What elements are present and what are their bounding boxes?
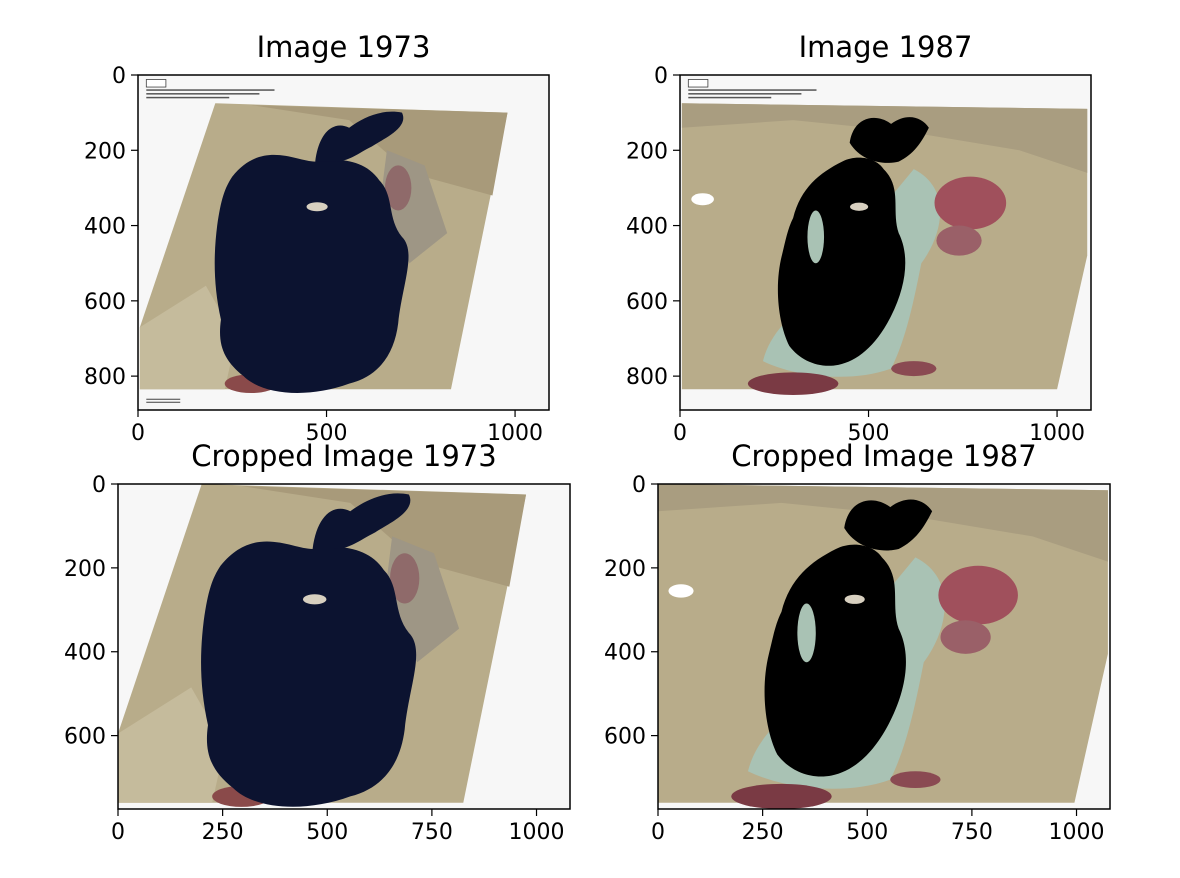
- x-tick-label: 0: [673, 421, 687, 446]
- y-tick-label: 400: [64, 641, 106, 666]
- x-tick-label: 250: [742, 820, 784, 845]
- x-tick-label: 1000: [1029, 421, 1085, 446]
- y-tick-label: 400: [84, 215, 126, 240]
- x-tick-label: 0: [651, 820, 665, 845]
- panel-1: Image 1973 0 500 1000 0 200 400 600 800: [84, 30, 550, 446]
- panel-3: Cropped Image 1973 0 250 500 750 1000 0 200 400 6…: [64, 439, 571, 845]
- x-tick-label: 1000: [1049, 820, 1105, 845]
- satellite-image: [118, 484, 570, 809]
- y-tick-label: 200: [604, 557, 646, 582]
- y-tick-label: 600: [604, 725, 646, 750]
- x-tick-label: 750: [411, 820, 453, 845]
- y-tick-label: 0: [654, 64, 668, 89]
- panel-2: Image 1987 0 500 1000 0 200 400 600 800: [626, 30, 1092, 446]
- panel-title: Image 1987: [799, 30, 973, 64]
- satellite-image: [658, 484, 1110, 809]
- x-tick-label: 500: [848, 421, 890, 446]
- y-tick-label: 600: [64, 725, 106, 750]
- x-tick-label: 250: [202, 820, 244, 845]
- y-tick-label: 200: [626, 139, 668, 164]
- y-tick-label: 600: [626, 290, 668, 315]
- x-tick-label: 500: [306, 820, 348, 845]
- panel-title: Image 1973: [257, 30, 431, 64]
- y-tick-label: 200: [64, 557, 106, 582]
- x-tick-label: 0: [111, 820, 125, 845]
- axes-frame: [137, 74, 550, 411]
- y-tick-label: 600: [84, 290, 126, 315]
- y-tick-label: 0: [632, 473, 646, 498]
- x-tick-label: 1000: [509, 820, 565, 845]
- panel-4: Cropped Image 1987 0 250 500 750 1000 0 200 400 6…: [604, 439, 1111, 845]
- x-tick-label: 1000: [487, 421, 543, 446]
- axes-frame: [117, 483, 571, 810]
- axes-frame: [657, 483, 1111, 810]
- y-tick-label: 200: [84, 139, 126, 164]
- satellite-image: [138, 75, 549, 410]
- x-tick-label: 500: [306, 421, 348, 446]
- y-tick-label: 800: [626, 365, 668, 390]
- x-tick-label: 0: [131, 421, 145, 446]
- panel-title: Cropped Image 1973: [191, 439, 496, 473]
- x-tick-label: 750: [951, 820, 993, 845]
- y-tick-label: 0: [92, 473, 106, 498]
- x-tick-label: 500: [846, 820, 888, 845]
- axes-frame: [679, 74, 1092, 411]
- y-tick-label: 0: [112, 64, 126, 89]
- y-tick-label: 400: [626, 215, 668, 240]
- y-tick-label: 400: [604, 641, 646, 666]
- satellite-image: [680, 75, 1091, 410]
- panel-title: Cropped Image 1987: [731, 439, 1036, 473]
- y-tick-label: 800: [84, 365, 126, 390]
